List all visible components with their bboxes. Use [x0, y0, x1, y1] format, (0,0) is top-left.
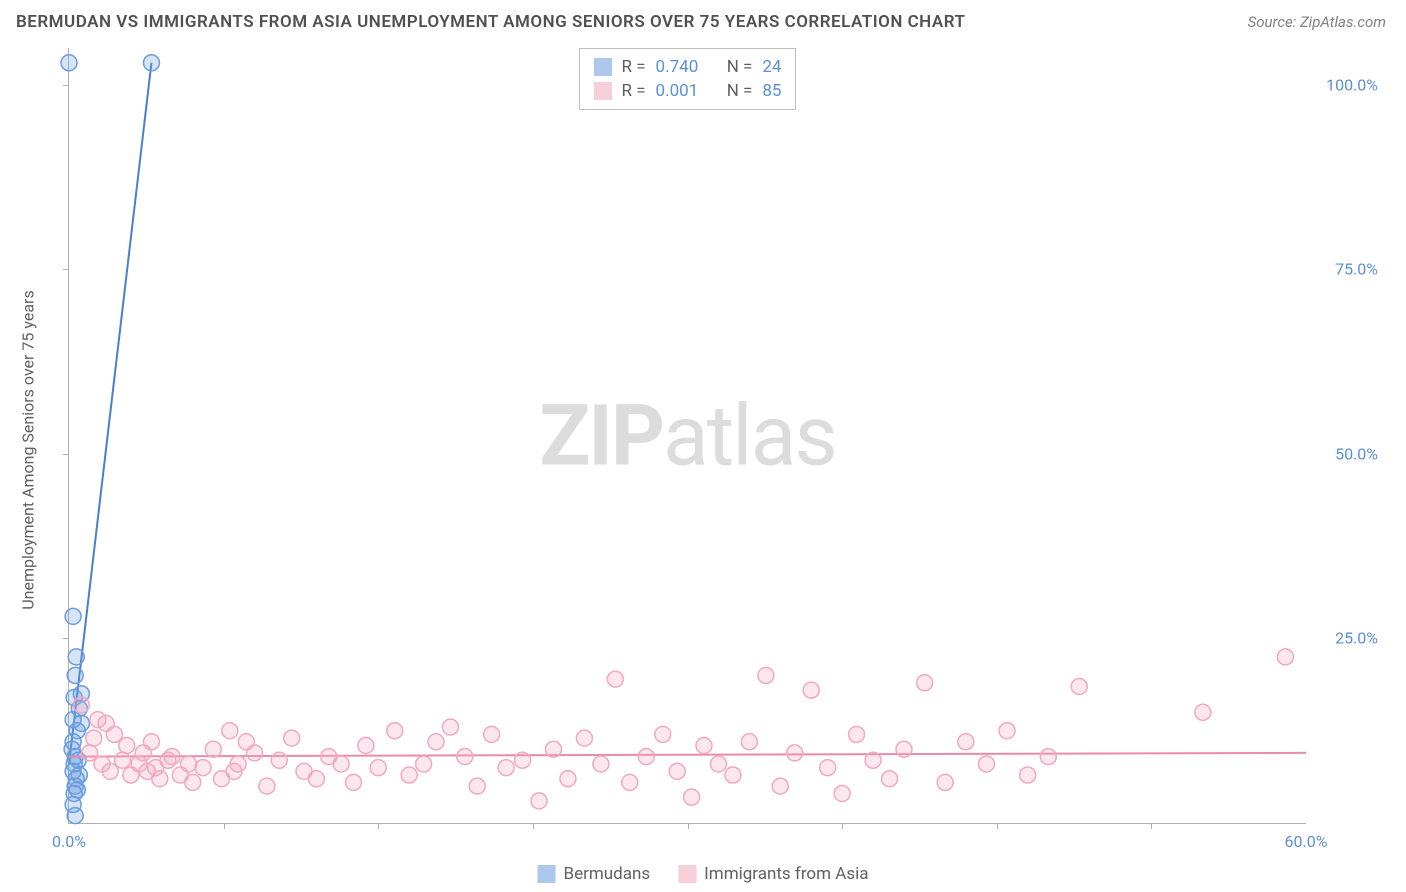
y-axis-label: Unemployment Among Seniors over 75 years	[19, 290, 38, 609]
x-tick-label: 0.0%	[52, 832, 86, 851]
legend-item-bermudans: Bermudans	[538, 864, 651, 884]
chart-area: Unemployment Among Seniors over 75 years…	[40, 48, 1386, 852]
legend-item-immigrants: Immigrants from Asia	[678, 864, 868, 884]
chart-title: BERMUDAN VS IMMIGRANTS FROM ASIA UNEMPLO…	[16, 12, 965, 32]
chart-header: BERMUDAN VS IMMIGRANTS FROM ASIA UNEMPLO…	[0, 0, 1406, 40]
x-tick-label: 60.0%	[1285, 832, 1328, 851]
plot-region: ZIPatlas R = 0.740 N = 24 R = 0.001 N = …	[68, 48, 1306, 824]
stats-row-immigrants: R = 0.001 N = 85	[594, 79, 782, 103]
y-tick-label: 100.0%	[1314, 75, 1378, 94]
scatter-plot-svg	[69, 48, 1306, 823]
swatch-immigrants	[594, 82, 612, 100]
swatch-bermudans	[594, 58, 612, 76]
legend-swatch-bermudans	[538, 865, 556, 883]
y-tick-label: 75.0%	[1314, 260, 1378, 279]
legend-swatch-immigrants	[678, 865, 696, 883]
y-tick-label: 25.0%	[1314, 629, 1378, 648]
y-tick-label: 50.0%	[1314, 444, 1378, 463]
stats-legend-box: R = 0.740 N = 24 R = 0.001 N = 85	[579, 48, 797, 110]
source-label: Source: ZipAtlas.com	[1248, 13, 1386, 31]
bottom-legend: Bermudans Immigrants from Asia	[538, 864, 869, 884]
stats-row-bermudans: R = 0.740 N = 24	[594, 55, 782, 79]
